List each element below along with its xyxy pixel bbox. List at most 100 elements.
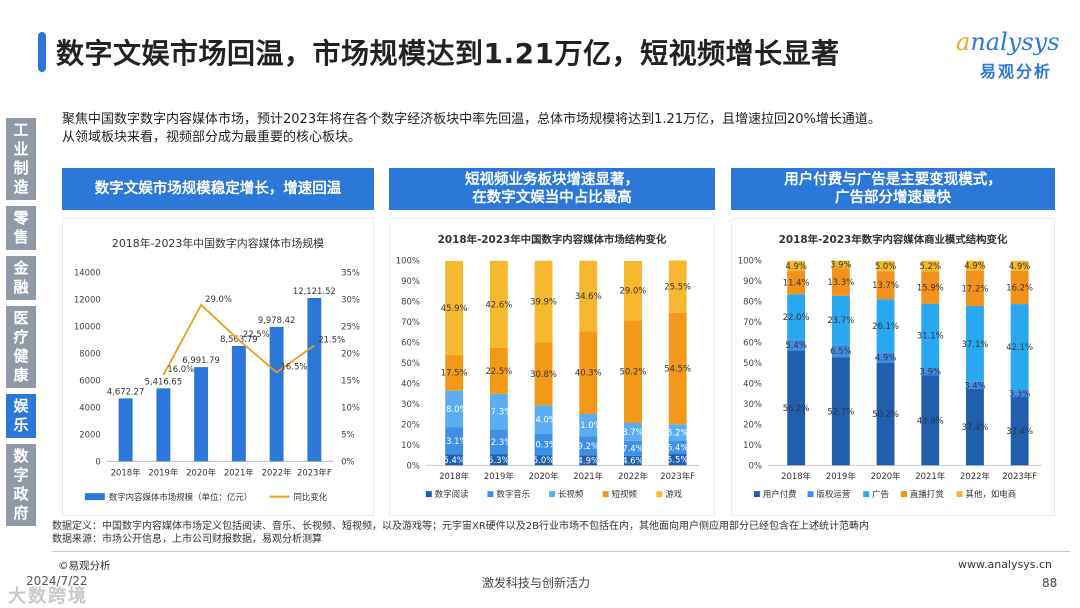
page-number: 88 <box>1042 576 1058 590</box>
side-nav-item-2[interactable]: 金融 <box>6 256 36 300</box>
legend-swatch <box>487 491 494 498</box>
stack-segment-用户付费 <box>966 388 984 466</box>
summary-line-1: 聚焦中国数字数字内容媒体市场，预计2023年将在各个数字经济板块中率先回温，总体… <box>62 112 881 127</box>
segment-value-label: 31.1% <box>917 331 944 341</box>
data-notes: 数据定义：中国数字内容媒体市场定义包括阅读、音乐、长视频、短视频，以及游戏等；元… <box>52 520 869 546</box>
legend-label: 游戏 <box>665 489 682 499</box>
legend-label: 用户付费 <box>763 489 797 499</box>
segment-value-label: 4.9% <box>785 261 806 271</box>
footer-url[interactable]: www.analysys.cn <box>958 558 1052 571</box>
watermark: 大数跨境 <box>8 586 88 607</box>
stack-segment-短视频 <box>624 320 642 423</box>
stack-segment-用户付费 <box>1010 396 1029 466</box>
stack-segment-数字音乐 <box>534 434 553 456</box>
y-tick-label: 60% <box>743 338 762 348</box>
segment-value-label: 22.0% <box>783 312 810 322</box>
segment-value-label: 9.2% <box>578 441 599 451</box>
stack-segment-游戏 <box>489 260 508 348</box>
market-size-value-label: 5,416.65 <box>145 376 183 386</box>
side-nav-item-3[interactable]: 医疗健康 <box>6 306 36 388</box>
segment-value-label: 34.6% <box>575 291 602 301</box>
stack-segment-其他，如电商 <box>831 260 850 269</box>
y-left-tick-label: 10000 <box>74 322 101 332</box>
side-nav-item-1[interactable]: 零售 <box>6 206 36 250</box>
stack-segment-数字音乐 <box>445 427 464 455</box>
business-model-svg: 2018年-2023年数字内容媒体商业模式结构变化 0% 10% 20% 30% 40% 5… <box>738 233 1042 499</box>
x-tick-label: 2018年 <box>781 471 811 481</box>
side-nav-item-5[interactable]: 数字政府 <box>6 444 36 526</box>
stack-segment-直播打赏 <box>966 270 984 306</box>
legend-line-label: 同比变化 <box>293 492 327 502</box>
y-right-tick-label: 10% <box>341 402 360 412</box>
side-nav-char: 零 <box>13 209 29 227</box>
segment-value-label: 3.9% <box>920 366 941 376</box>
y-tick-label: 90% <box>401 276 420 286</box>
y-left-tick-label: 4000 <box>79 402 100 412</box>
x-tick-label: 2021年 <box>224 467 254 477</box>
y-right-tick-label: 20% <box>341 348 360 358</box>
stack-segment-短视频 <box>445 354 464 391</box>
legend-swatch <box>753 491 760 498</box>
x-tick-label: 2023年F <box>660 471 695 481</box>
y-tick-label: 10% <box>401 440 420 450</box>
stack-segment-直播打赏 <box>1010 270 1029 305</box>
segment-value-label: 8.7% <box>622 427 643 437</box>
y-tick-label: 20% <box>401 419 420 429</box>
legend-swatch <box>863 491 870 498</box>
stack-segment-直播打赏 <box>787 270 806 295</box>
x-tick-label: 2021年 <box>915 471 945 481</box>
y-tick-label: 30% <box>743 399 762 409</box>
stack-segment-其他，如电商 <box>1010 260 1029 271</box>
stack-segment-数字阅读 <box>579 455 598 466</box>
legend-label: 其他，如电商 <box>966 489 1017 499</box>
stack-segment-数字阅读 <box>445 454 464 466</box>
segment-value-label: 17.5% <box>441 368 468 378</box>
market-size-value-label: 4,672.27 <box>107 386 145 396</box>
y-tick-label: 90% <box>743 276 762 286</box>
segment-value-label: 4.9% <box>1009 261 1030 271</box>
segment-value-label: 26.1% <box>872 321 899 331</box>
stack-segment-游戏 <box>624 260 642 321</box>
y-tick-label: 70% <box>401 317 420 327</box>
segment-value-label: 5.3% <box>488 455 509 465</box>
legend-label: 版权运营 <box>817 489 851 499</box>
side-nav-char: 政 <box>13 485 29 503</box>
segment-value-label: 37.1% <box>962 339 989 349</box>
side-nav-item-4[interactable]: 娱乐 <box>6 394 36 438</box>
panel-3-title: 用户付费与广告是主要变现模式， 广告部分增速最快 <box>731 168 1055 210</box>
y-tick-label: 80% <box>401 297 420 307</box>
stack-segment-长视频 <box>624 422 642 441</box>
stack-segment-短视频 <box>668 312 687 425</box>
y-right-tick-label: 5% <box>341 429 354 439</box>
stack-segment-广告 <box>787 294 806 340</box>
chart-title: 2018年-2023年数字内容媒体商业模式结构变化 <box>779 233 1008 246</box>
stack-segment-广告 <box>876 299 895 353</box>
stack-segment-数字音乐 <box>668 440 687 455</box>
segment-value-label: 5.4% <box>443 455 464 465</box>
growth-rate-label: 21.5% <box>318 334 345 344</box>
logo-chinese: 易观分析 <box>980 62 1053 81</box>
stack-segment-版权运营 <box>787 339 806 351</box>
stack-segment-长视频 <box>668 424 687 441</box>
segment-value-label: 54.5% <box>664 363 691 373</box>
legend-swatch <box>656 491 663 498</box>
segment-value-label: 45.9% <box>441 303 468 313</box>
legend-bar-label: 数字内容媒体市场规模（单位：亿元） <box>109 492 252 502</box>
y-tick-label: 70% <box>743 317 762 327</box>
segment-value-label: 25.5% <box>664 282 691 292</box>
y-left-tick-label: 0 <box>95 456 100 466</box>
segment-value-label: 5.0% <box>533 455 554 465</box>
y-right-tick-label: 25% <box>341 322 360 332</box>
panel-2-title: 短视频业务板块增速显著， 在数字文娱当中占比最高 <box>389 168 715 210</box>
stack-segment-长视频 <box>489 393 508 430</box>
side-nav-item-0[interactable]: 工业制造 <box>6 118 36 200</box>
logo-wordmark: analysys <box>956 28 1060 56</box>
market-size-bar <box>156 388 171 462</box>
footer-slogan: 激发科技与创新活力 <box>482 576 591 590</box>
y-tick-label: 60% <box>401 338 420 348</box>
legend-swatch <box>549 491 555 498</box>
market-structure-svg: 2018年-2023年中国数字内容媒体市场结构变化 0% 10% 20% 30% 40% 5… <box>396 233 700 499</box>
y-right-tick-label: 35% <box>341 268 360 278</box>
segment-value-label: 14.0% <box>530 415 557 425</box>
y-tick-label: 50% <box>401 358 420 368</box>
